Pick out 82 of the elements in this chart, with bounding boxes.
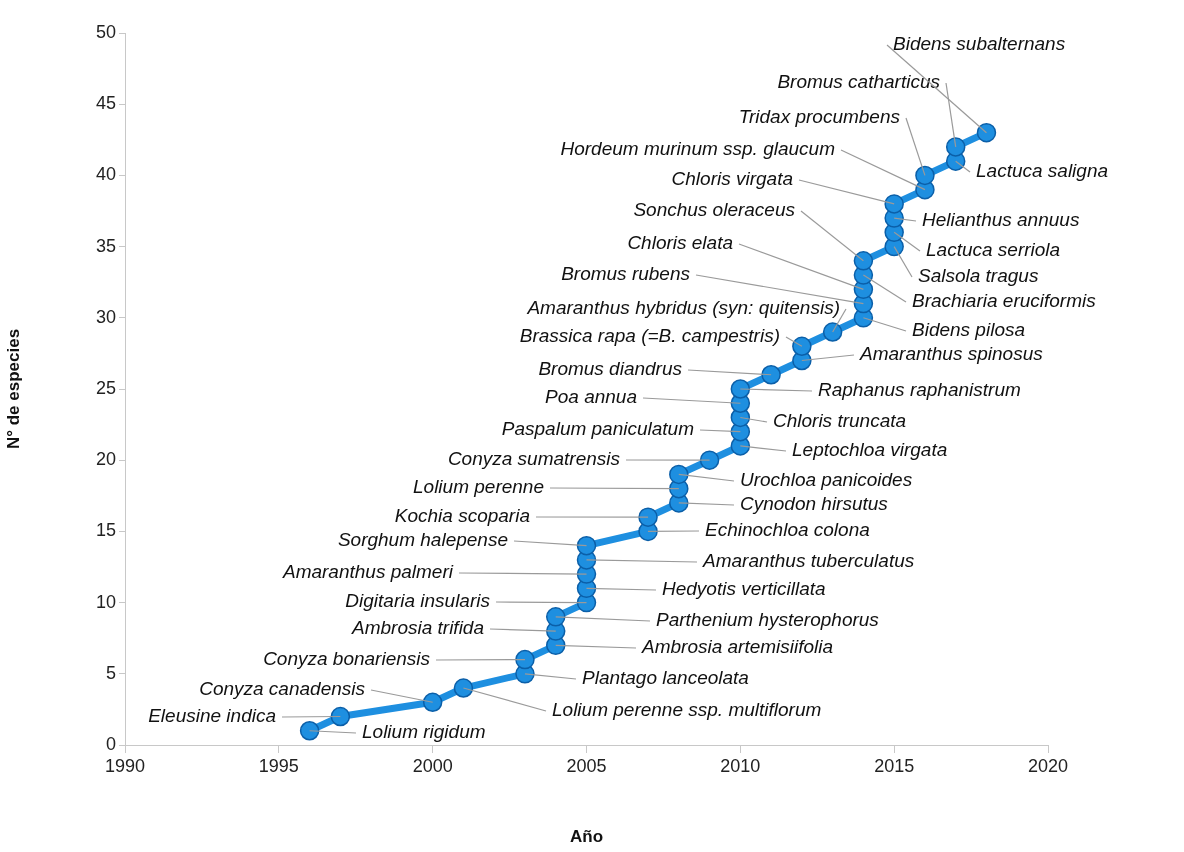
x-tick-label: 2010 bbox=[720, 755, 761, 776]
x-axis-title: Año bbox=[569, 827, 604, 847]
point bbox=[884, 194, 904, 214]
annotation: Conyza sumatrensis bbox=[447, 448, 621, 470]
annotation: Conyza bonariensis bbox=[263, 648, 431, 670]
point bbox=[945, 137, 966, 157]
x-tick-label: 2015 bbox=[874, 755, 915, 776]
annotation: Amaranthus tuberculatus bbox=[702, 550, 915, 572]
annotation: Hordeum murinum ssp. glaucum bbox=[560, 138, 835, 160]
annotation: Sonchus oleraceus bbox=[633, 199, 796, 221]
point bbox=[730, 379, 751, 399]
point bbox=[699, 450, 720, 470]
point bbox=[822, 322, 843, 342]
annotation: Amaranthus palmeri bbox=[281, 561, 454, 583]
annotation: Bidens pilosa bbox=[912, 319, 1026, 341]
annotation: Chloris elata bbox=[627, 232, 733, 254]
x-tick-label: 2020 bbox=[1027, 755, 1069, 776]
point bbox=[669, 464, 689, 485]
y-axis-title: N° de especies bbox=[3, 328, 23, 450]
annotation: Lolium perenne bbox=[413, 476, 544, 498]
x-tick-label: 1990 bbox=[104, 755, 146, 776]
annotation: Paspalum paniculatum bbox=[501, 418, 694, 440]
annotation: Ambrosia artemisiifolia bbox=[641, 636, 834, 658]
point bbox=[545, 607, 566, 627]
annotation: Parthenium hysterophorus bbox=[656, 609, 880, 631]
annotation: Sorghum halepense bbox=[337, 529, 508, 551]
y-tick-label: 10 bbox=[95, 591, 116, 612]
y-tick-label: 15 bbox=[95, 520, 116, 541]
annotation: Raphanus raphanistrum bbox=[818, 379, 1021, 401]
y-tick-label: 45 bbox=[95, 93, 116, 114]
point bbox=[330, 706, 351, 727]
annotation: Salsola tragus bbox=[918, 265, 1039, 287]
point bbox=[853, 251, 874, 271]
annotation: Tridax procumbens bbox=[738, 106, 901, 128]
y-tick-label: 0 bbox=[105, 733, 116, 754]
annotation: Kochia scoparia bbox=[394, 505, 530, 527]
annotation: Helianthus annuus bbox=[922, 209, 1080, 231]
y-tick-label: 40 bbox=[95, 164, 116, 185]
annotation: Brassica rapa (=B. campestris) bbox=[519, 325, 780, 347]
annotation: Bromus catharticus bbox=[777, 71, 941, 93]
annotation: Hedyotis verticillata bbox=[662, 578, 826, 600]
point bbox=[299, 721, 320, 741]
x-tick-label: 1995 bbox=[258, 755, 299, 776]
y-tick-label: 35 bbox=[95, 235, 116, 256]
annotation: Lactuca saligna bbox=[976, 160, 1109, 182]
point bbox=[792, 336, 812, 357]
point bbox=[638, 507, 658, 527]
annotation: Bidens subalternans bbox=[893, 33, 1066, 55]
annotation: Leptochloa virgata bbox=[792, 439, 948, 461]
annotation: Amaranthus spinosus bbox=[859, 343, 1044, 365]
y-tick-label: 20 bbox=[95, 449, 116, 470]
point bbox=[515, 649, 535, 670]
annotation: Poa annua bbox=[545, 386, 637, 408]
y-tick-label: 30 bbox=[95, 306, 116, 327]
annotation: Bromus rubens bbox=[561, 263, 691, 285]
annotation: Conyza canadensis bbox=[199, 678, 366, 700]
annotation: Echinochloa colona bbox=[705, 519, 870, 541]
y-tick-label: 50 bbox=[95, 21, 116, 42]
point bbox=[915, 165, 935, 186]
annotation: Plantago lanceolata bbox=[582, 667, 749, 689]
annotation: Chloris virgata bbox=[671, 168, 793, 190]
annotation: Ambrosia trifida bbox=[351, 617, 484, 639]
y-tick-label: 5 bbox=[105, 662, 116, 683]
point bbox=[576, 535, 597, 556]
annotation: Lactuca serriola bbox=[926, 239, 1061, 261]
annotation: Chloris truncata bbox=[773, 410, 907, 432]
annotation: Brachiaria eruciformis bbox=[912, 290, 1097, 312]
point bbox=[422, 692, 443, 713]
annotation: Lolium perenne ssp. multiflorum bbox=[552, 699, 822, 721]
annotation: Amaranthus hybridus (syn: quitensis) bbox=[526, 297, 840, 319]
x-tick-label: 2000 bbox=[412, 755, 453, 776]
annotation: Eleusine indica bbox=[148, 705, 276, 727]
annotation: Bromus diandrus bbox=[538, 358, 683, 380]
annotation: Lolium rigidum bbox=[362, 721, 486, 743]
point bbox=[761, 365, 781, 385]
annotation: Cynodon hirsutus bbox=[740, 493, 889, 515]
annotation: Digitaria insularis bbox=[345, 590, 491, 612]
point bbox=[453, 678, 474, 698]
y-tick-label: 25 bbox=[95, 377, 116, 398]
x-tick-label: 2005 bbox=[566, 755, 607, 776]
point bbox=[976, 122, 997, 143]
annotation: Urochloa panicoides bbox=[740, 469, 913, 491]
